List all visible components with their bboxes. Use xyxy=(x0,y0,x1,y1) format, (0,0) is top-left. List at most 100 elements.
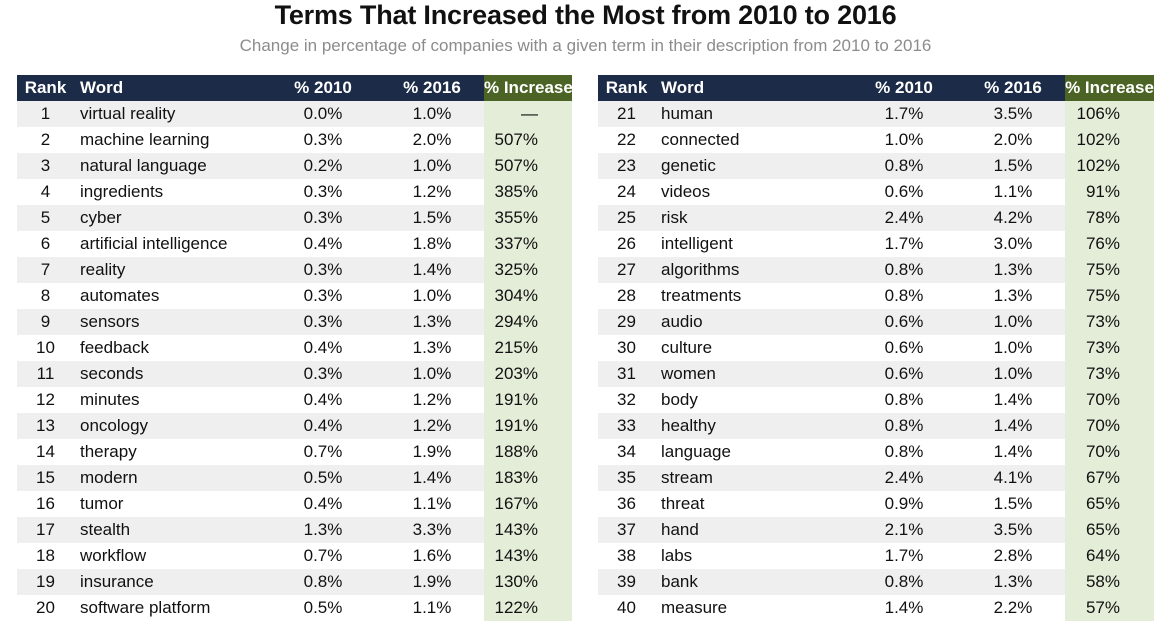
cell-pct-2016: 1.0% xyxy=(380,153,484,179)
cell-pct-increase: 507% xyxy=(484,153,572,179)
cell-rank: 24 xyxy=(598,179,655,205)
cell-rank: 23 xyxy=(598,153,655,179)
cell-word: intelligent xyxy=(655,231,847,257)
cell-rank: 27 xyxy=(598,257,655,283)
table-row: 33 healthy 0.8% 1.4% 70% xyxy=(598,413,1154,439)
cell-word: stream xyxy=(655,465,847,491)
cell-word: bank xyxy=(655,569,847,595)
cell-rank: 15 xyxy=(17,465,74,491)
cell-rank: 8 xyxy=(17,283,74,309)
table-row: 4 ingredients 0.3% 1.2% 385% xyxy=(17,179,572,205)
table-row: 12 minutes 0.4% 1.2% 191% xyxy=(17,387,572,413)
header-word: Word xyxy=(74,75,266,101)
cell-pct-2010: 1.4% xyxy=(847,595,961,621)
cell-rank: 33 xyxy=(598,413,655,439)
cell-pct-increase: 70% xyxy=(1065,439,1154,465)
cell-pct-2010: 0.8% xyxy=(847,413,961,439)
table-row: 14 therapy 0.7% 1.9% 188% xyxy=(17,439,572,465)
cell-pct-2010: 0.8% xyxy=(847,153,961,179)
cell-rank: 25 xyxy=(598,205,655,231)
cell-pct-2010: 0.6% xyxy=(847,179,961,205)
cell-rank: 30 xyxy=(598,335,655,361)
terms-table-left: Rank Word % 2010 % 2016 % Increase 1 virt… xyxy=(17,75,573,621)
cell-pct-2016: 1.0% xyxy=(380,283,484,309)
cell-pct-2016: 1.2% xyxy=(380,413,484,439)
cell-rank: 29 xyxy=(598,309,655,335)
cell-pct-2010: 0.2% xyxy=(266,153,380,179)
cell-pct-2010: 0.8% xyxy=(266,569,380,595)
header-pct-2010: % 2010 xyxy=(266,75,380,101)
cell-word: minutes xyxy=(74,387,266,413)
cell-pct-2016: 3.5% xyxy=(961,517,1065,543)
cell-pct-increase: 57% xyxy=(1065,595,1154,621)
cell-word: tumor xyxy=(74,491,266,517)
cell-word: risk xyxy=(655,205,847,231)
table-row: 27 algorithms 0.8% 1.3% 75% xyxy=(598,257,1154,283)
cell-rank: 39 xyxy=(598,569,655,595)
cell-pct-increase: 143% xyxy=(484,543,572,569)
cell-pct-increase: 191% xyxy=(484,413,572,439)
cell-pct-2016: 1.4% xyxy=(380,257,484,283)
table-row: 17 stealth 1.3% 3.3% 143% xyxy=(17,517,572,543)
cell-pct-2016: 1.1% xyxy=(961,179,1065,205)
cell-pct-2016: 4.2% xyxy=(961,205,1065,231)
cell-word: treatments xyxy=(655,283,847,309)
cell-word: connected xyxy=(655,127,847,153)
cell-pct-2010: 0.8% xyxy=(847,283,961,309)
cell-word: automates xyxy=(74,283,266,309)
cell-rank: 36 xyxy=(598,491,655,517)
chart-title: Terms That Increased the Most from 2010 … xyxy=(274,0,897,30)
table-row: 1 virtual reality 0.0% 1.0% — xyxy=(17,101,572,127)
cell-word: seconds xyxy=(74,361,266,387)
table-row: 5 cyber 0.3% 1.5% 355% xyxy=(17,205,572,231)
cell-pct-2016: 1.0% xyxy=(961,361,1065,387)
cell-rank: 17 xyxy=(17,517,74,543)
cell-pct-2010: 0.7% xyxy=(266,543,380,569)
header-word: Word xyxy=(655,75,847,101)
cell-pct-2016: 1.3% xyxy=(961,283,1065,309)
cell-word: hand xyxy=(655,517,847,543)
table-row: 11 seconds 0.3% 1.0% 203% xyxy=(17,361,572,387)
header-pct-2010: % 2010 xyxy=(847,75,961,101)
cell-rank: 10 xyxy=(17,335,74,361)
cell-pct-2016: 1.5% xyxy=(961,491,1065,517)
cell-pct-2010: 0.3% xyxy=(266,127,380,153)
cell-pct-2016: 3.0% xyxy=(961,231,1065,257)
cell-pct-increase: 325% xyxy=(484,257,572,283)
cell-rank: 5 xyxy=(17,205,74,231)
cell-pct-increase: 215% xyxy=(484,335,572,361)
cell-pct-2010: 1.3% xyxy=(266,517,380,543)
cell-pct-2010: 0.3% xyxy=(266,205,380,231)
cell-pct-increase: 294% xyxy=(484,309,572,335)
cell-pct-increase: 191% xyxy=(484,387,572,413)
cell-pct-2010: 0.9% xyxy=(847,491,961,517)
cell-pct-increase: 188% xyxy=(484,439,572,465)
cell-word: sensors xyxy=(74,309,266,335)
cell-pct-2016: 1.0% xyxy=(380,361,484,387)
cell-pct-2010: 0.6% xyxy=(847,335,961,361)
cell-pct-2010: 1.7% xyxy=(847,231,961,257)
cell-word: ingredients xyxy=(74,179,266,205)
cell-pct-2010: 0.4% xyxy=(266,413,380,439)
cell-word: women xyxy=(655,361,847,387)
cell-pct-2010: 0.3% xyxy=(266,179,380,205)
cell-pct-increase: — xyxy=(484,101,572,127)
cell-rank: 21 xyxy=(598,101,655,127)
cell-pct-increase: 65% xyxy=(1065,491,1154,517)
cell-word: body xyxy=(655,387,847,413)
cell-pct-increase: 355% xyxy=(484,205,572,231)
cell-word: videos xyxy=(655,179,847,205)
cell-pct-2016: 1.9% xyxy=(380,569,484,595)
cell-rank: 12 xyxy=(17,387,74,413)
cell-rank: 20 xyxy=(17,595,74,621)
cell-pct-increase: 143% xyxy=(484,517,572,543)
cell-rank: 6 xyxy=(17,231,74,257)
cell-pct-2010: 2.1% xyxy=(847,517,961,543)
cell-pct-2016: 1.1% xyxy=(380,491,484,517)
cell-word: threat xyxy=(655,491,847,517)
cell-word: oncology xyxy=(74,413,266,439)
cell-pct-2016: 2.8% xyxy=(961,543,1065,569)
table-row: 18 workflow 0.7% 1.6% 143% xyxy=(17,543,572,569)
table-row: 7 reality 0.3% 1.4% 325% xyxy=(17,257,572,283)
cell-word: workflow xyxy=(74,543,266,569)
